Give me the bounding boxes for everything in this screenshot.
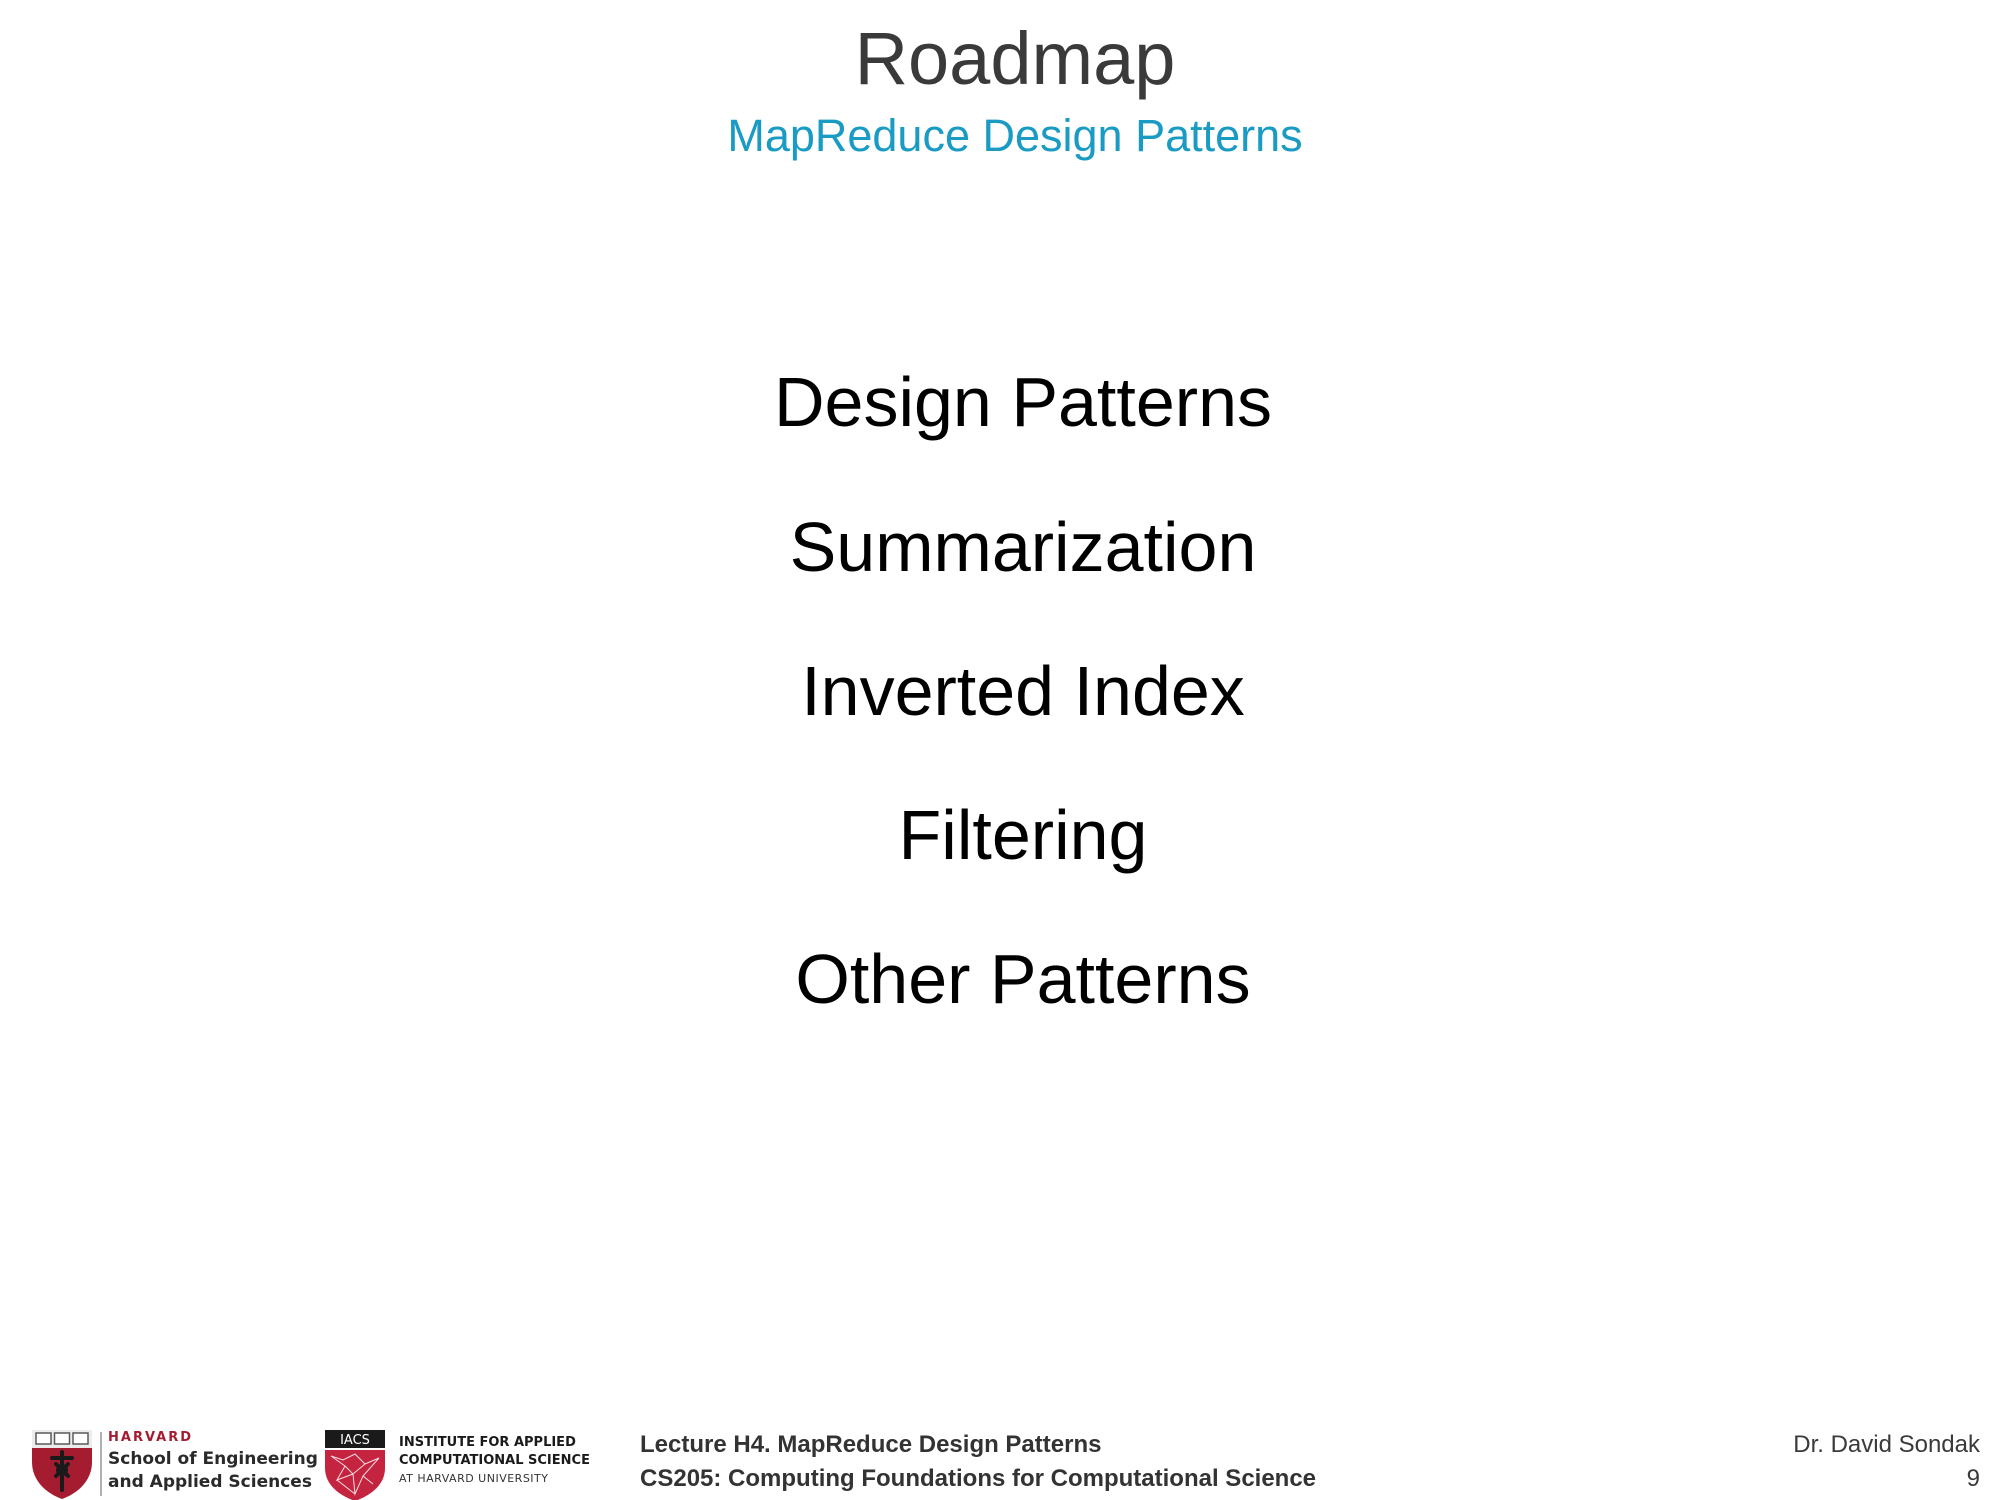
iacs-line-3: AT HARVARD UNIVERSITY <box>399 1472 549 1485</box>
author-name: Dr. David Sondak <box>1793 1431 1980 1458</box>
roadmap-item-other-patterns: Other Patterns <box>795 940 1251 1018</box>
roadmap-item-inverted-index: Inverted Index <box>801 652 1245 730</box>
slide-footer: HARVARD School of Engineering and Applie… <box>0 1420 2000 1500</box>
iacs-line-1: INSTITUTE FOR APPLIED <box>399 1435 576 1450</box>
seas-harvard-wordmark: HARVARD <box>108 1430 193 1445</box>
slide-subtitle: MapReduce Design Patterns <box>727 110 1303 161</box>
iacs-shield-icon: IACS <box>325 1430 385 1500</box>
seas-line-2: and Applied Sciences <box>108 1472 312 1492</box>
logo-divider <box>100 1432 102 1496</box>
iacs-badge-text: IACS <box>340 1433 370 1448</box>
page-number: 9 <box>1966 1465 1980 1492</box>
lecture-title: Lecture H4. MapReduce Design Patterns <box>640 1431 1102 1458</box>
slide-title: Roadmap <box>854 17 1176 100</box>
roadmap-item-filtering: Filtering <box>898 796 1148 874</box>
seas-logo-text: HARVARD School of Engineering and Applie… <box>108 1428 318 1494</box>
course-title: CS205: Computing Foundations for Computa… <box>640 1465 1317 1492</box>
roadmap-item-design-patterns: Design Patterns <box>773 363 1273 441</box>
iacs-logo-text: INSTITUTE FOR APPLIED COMPUTATIONAL SCIE… <box>399 1434 629 1488</box>
iacs-logo: IACS INSTITUTE FOR APPLIED COMPUTATIONAL… <box>323 1428 623 1500</box>
iacs-line-2: COMPUTATIONAL SCIENCE <box>399 1453 590 1468</box>
lecture-info: Lecture H4. MapReduce Design Patterns CS… <box>640 1428 1400 1496</box>
author-info: Dr. David Sondak 9 <box>1680 1428 1980 1496</box>
seas-line-1: School of Engineering <box>108 1449 318 1469</box>
harvard-shield-icon <box>32 1430 92 1499</box>
seas-logo: HARVARD School of Engineering and Applie… <box>30 1428 318 1500</box>
roadmap-item-summarization: Summarization <box>789 508 1257 586</box>
